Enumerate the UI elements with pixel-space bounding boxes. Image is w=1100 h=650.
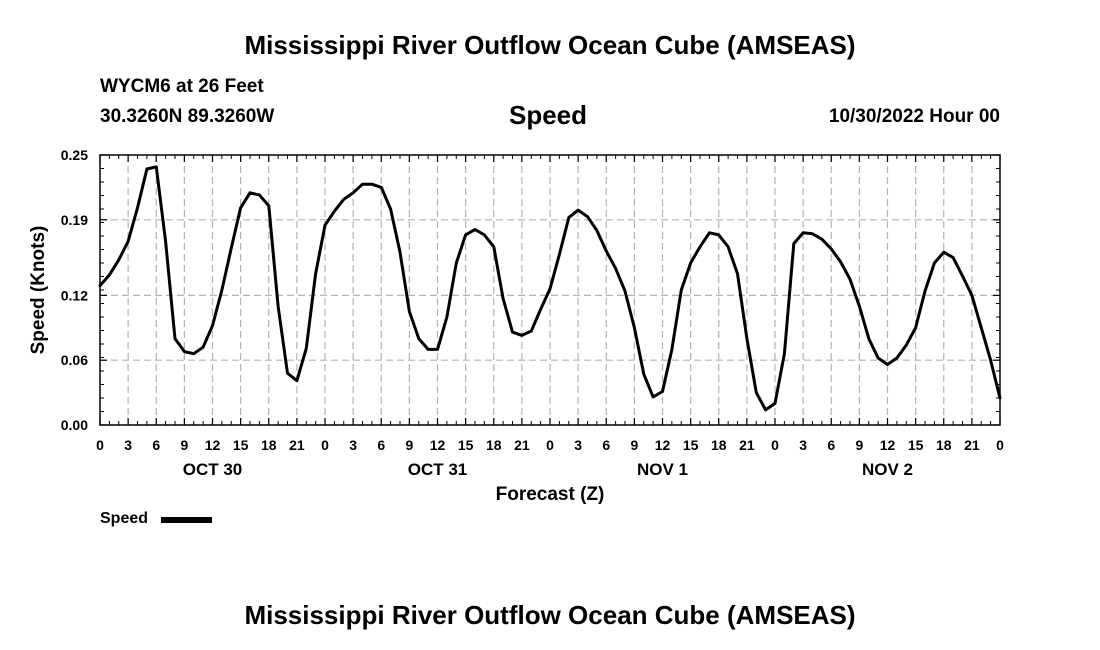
- station-label: WYCM6 at 26 Feet: [100, 76, 264, 97]
- x-tick-label: 12: [430, 437, 446, 453]
- x-tick-label: 0: [771, 437, 779, 453]
- x-tick-label: 0: [546, 437, 554, 453]
- x-tick-label: 15: [683, 437, 699, 453]
- x-tick-label: 6: [827, 437, 835, 453]
- x-tick-label: 9: [405, 437, 413, 453]
- x-tick-label: 15: [908, 437, 924, 453]
- y-tick-label: 0.06: [61, 352, 88, 368]
- y-axis-title: Speed (Knots): [28, 226, 49, 355]
- y-tick-label: 0.12: [61, 287, 88, 303]
- chart-title: Mississippi River Outflow Ocean Cube (AM…: [244, 30, 856, 60]
- x-tick-label: 15: [458, 437, 474, 453]
- day-label: NOV 2: [862, 460, 913, 479]
- x-tick-label: 12: [205, 437, 221, 453]
- speed-series-line: [98, 165, 1002, 412]
- day-label: OCT 30: [183, 460, 243, 479]
- forecast-date-label: 10/30/2022 Hour 00: [828, 106, 1000, 127]
- y-tick-label: 0.25: [61, 147, 88, 163]
- x-tick-label: 15: [233, 437, 249, 453]
- legend-swatch: [161, 517, 212, 523]
- x-tick-label: 18: [486, 437, 502, 453]
- y-tick-label: 0.00: [61, 417, 88, 433]
- plot-variable-title: Speed: [509, 100, 588, 130]
- x-tick-label: 21: [289, 437, 305, 453]
- day-label: OCT 31: [408, 460, 468, 479]
- x-tick-label: 18: [261, 437, 277, 453]
- x-tick-label: 18: [936, 437, 952, 453]
- x-tick-label: 21: [739, 437, 755, 453]
- grid-lines: [100, 155, 1000, 425]
- x-tick-label: 9: [180, 437, 188, 453]
- x-tick-label: 0: [321, 437, 329, 453]
- x-tick-label: 12: [880, 437, 896, 453]
- x-tick-label: 9: [855, 437, 863, 453]
- x-tick-label: 0: [96, 437, 104, 453]
- x-tick-label: 21: [514, 437, 530, 453]
- x-tick-label: 12: [655, 437, 671, 453]
- x-tick-label: 3: [799, 437, 807, 453]
- plot-frame: [99, 154, 1001, 426]
- footer-title: Mississippi River Outflow Ocean Cube (AM…: [244, 600, 856, 630]
- x-tick-label: 21: [964, 437, 980, 453]
- y-tick-label: 0.19: [61, 212, 88, 228]
- x-tick-label: 6: [377, 437, 385, 453]
- x-tick-label: 18: [711, 437, 727, 453]
- x-axis-title: Forecast (Z): [496, 484, 605, 505]
- x-tick-label: 3: [574, 437, 582, 453]
- tick-labels: 0 3 6 9 12 15 18 21 0 3 6 9 12 15 18 21 0 3 6 9 12 15 18 21 0 3 6 9…: [61, 147, 1004, 479]
- x-tick-label: 6: [602, 437, 610, 453]
- legend-label: Speed: [100, 510, 149, 527]
- x-tick-label: 3: [349, 437, 357, 453]
- day-label: NOV 1: [637, 460, 688, 479]
- x-tick-label: 0: [996, 437, 1004, 453]
- x-tick-label: 3: [124, 437, 132, 453]
- x-tick-label: 6: [152, 437, 160, 453]
- x-tick-label: 9: [630, 437, 638, 453]
- coordinates-label: 30.3260N 89.3260W: [100, 106, 275, 127]
